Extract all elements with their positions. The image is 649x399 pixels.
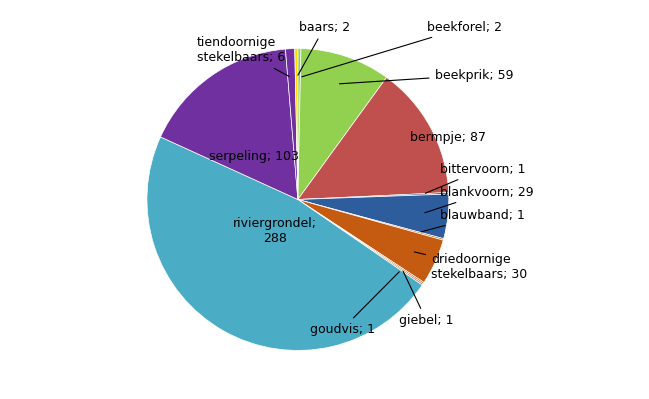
Text: beekforel; 2: beekforel; 2 <box>302 21 502 77</box>
Wedge shape <box>298 192 448 200</box>
Text: baars; 2: baars; 2 <box>298 21 350 75</box>
Wedge shape <box>160 49 298 200</box>
Text: blauwband; 1: blauwband; 1 <box>421 209 525 232</box>
Text: bermpje; 87: bermpje; 87 <box>410 131 485 144</box>
Text: blankvoorn; 29: blankvoorn; 29 <box>424 186 533 213</box>
Wedge shape <box>298 77 448 200</box>
Text: tiendoornige
stekelbaars; 6: tiendoornige stekelbaars; 6 <box>197 36 289 77</box>
Wedge shape <box>147 137 422 350</box>
Wedge shape <box>298 200 423 285</box>
Wedge shape <box>298 200 444 240</box>
Text: goudvis; 1: goudvis; 1 <box>310 272 399 336</box>
Wedge shape <box>298 49 387 200</box>
Text: bittervoorn; 1: bittervoorn; 1 <box>425 163 526 193</box>
Wedge shape <box>298 194 449 239</box>
Wedge shape <box>295 49 298 200</box>
Text: beekprik; 59: beekprik; 59 <box>339 69 513 84</box>
Wedge shape <box>286 49 298 200</box>
Wedge shape <box>298 200 424 284</box>
Text: serpeling; 103: serpeling; 103 <box>208 150 299 163</box>
Wedge shape <box>298 49 301 200</box>
Wedge shape <box>298 200 443 282</box>
Text: riviergrondel;
288: riviergrondel; 288 <box>233 217 317 245</box>
Text: giebel; 1: giebel; 1 <box>399 271 454 327</box>
Text: driedoornige
stekelbaars; 30: driedoornige stekelbaars; 30 <box>414 252 527 281</box>
